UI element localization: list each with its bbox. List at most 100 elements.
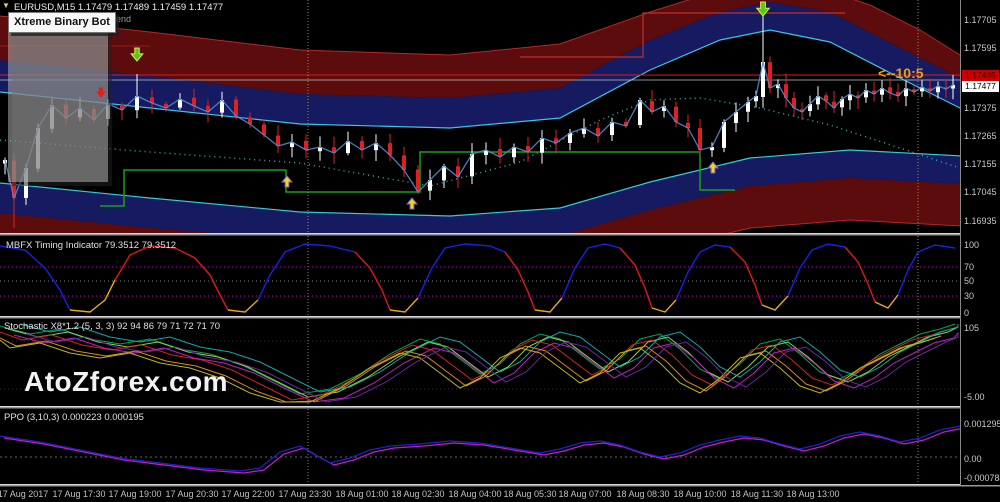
stochastic-indicator-panel[interactable] bbox=[0, 319, 1000, 406]
candle-body bbox=[824, 95, 828, 101]
ppo-main-line bbox=[0, 425, 986, 472]
candle-body bbox=[734, 112, 738, 123]
mbfx-curve-segment bbox=[844, 246, 876, 303]
candle-body bbox=[346, 141, 350, 154]
price-axis-label: 1.17045 bbox=[964, 187, 997, 197]
candle-body bbox=[710, 147, 714, 151]
mbfx-curve-segment bbox=[69, 279, 116, 313]
mbfx-curve-segment bbox=[417, 243, 506, 299]
stochastic-panel-title: Stochastic X8*1.2 (5, 3, 3) 92 94 86 79 … bbox=[4, 321, 221, 332]
symbol-ohlc-label: EURUSD,M15 1.17479 1.17489 1.17459 1.174… bbox=[14, 2, 224, 13]
panel-separator[interactable] bbox=[0, 484, 1000, 487]
stochastic-line bbox=[0, 335, 942, 403]
candle-body bbox=[920, 87, 924, 92]
ppo-signal-line bbox=[3, 427, 990, 474]
time-axis-label: 18 Aug 01:00 bbox=[335, 489, 389, 499]
candle-body bbox=[856, 95, 860, 98]
mbfx-curve-segment bbox=[389, 297, 419, 313]
candle-body bbox=[754, 96, 758, 102]
time-axis-label: 18 Aug 08:30 bbox=[616, 489, 670, 499]
time-axis-label: 18 Aug 04:00 bbox=[448, 489, 502, 499]
time-axis-label: 17 Aug 17:30 bbox=[52, 489, 106, 499]
mbfx-curve-segment bbox=[729, 246, 763, 306]
candle-body bbox=[150, 97, 154, 103]
time-axis-label: 18 Aug 11:30 bbox=[730, 489, 784, 499]
mbfx-curve-segment bbox=[354, 251, 391, 311]
candle-body bbox=[800, 109, 804, 112]
stochastic-line bbox=[25, 332, 959, 403]
candle-body bbox=[936, 86, 940, 93]
time-axis-label: 17 Aug 2017 bbox=[0, 489, 49, 499]
candle-body bbox=[912, 89, 916, 92]
ppo-scale-label: 0.001295 bbox=[964, 419, 1000, 429]
candle-body bbox=[650, 101, 654, 112]
main-price-chart[interactable] bbox=[0, 0, 1000, 233]
ppo-scale-label: -0.000784 bbox=[964, 473, 1000, 483]
candle-body bbox=[872, 90, 876, 94]
candle-body bbox=[192, 97, 196, 106]
candle-body bbox=[554, 138, 558, 143]
candle-body bbox=[864, 90, 868, 98]
candle-body bbox=[776, 84, 780, 89]
stochastic-scale-label: -5.00 bbox=[964, 392, 985, 402]
price-axis-label: 1.17595 bbox=[964, 43, 997, 53]
candle-body bbox=[120, 104, 124, 110]
candle-body bbox=[928, 88, 932, 91]
candle-body bbox=[896, 91, 900, 96]
ppo-panel-title: PPO (3,10,3) 0.000223 0.000195 bbox=[4, 412, 144, 423]
stochastic-line bbox=[0, 329, 948, 401]
candle-body bbox=[568, 133, 572, 143]
candle-body bbox=[220, 100, 224, 113]
ppo-indicator-panel[interactable] bbox=[0, 409, 1000, 484]
upper-band-edge-line bbox=[0, 0, 1000, 76]
candle-body bbox=[674, 106, 678, 122]
candle-body bbox=[624, 121, 628, 126]
mbfx-curve-segment bbox=[504, 251, 536, 311]
panel-separator[interactable] bbox=[0, 233, 1000, 236]
candle-body bbox=[582, 128, 586, 134]
mbfx-scale-label: 50 bbox=[964, 276, 975, 286]
candle-body bbox=[768, 62, 772, 88]
symbol-dropdown-icon[interactable]: ▼ bbox=[2, 1, 10, 10]
xtreme-binary-bot-label: Xtreme Binary Bot bbox=[8, 12, 116, 33]
candle-body bbox=[686, 122, 690, 128]
hidden-label-fragment: end bbox=[116, 14, 132, 24]
time-axis-label: 17 Aug 22:00 bbox=[221, 489, 275, 499]
mbfx-curve-segment bbox=[227, 299, 259, 313]
candle-body bbox=[428, 180, 432, 191]
candle-body bbox=[416, 169, 420, 192]
mbfx-indicator-panel[interactable] bbox=[0, 236, 1000, 316]
candle-body bbox=[662, 106, 666, 112]
candle-body bbox=[248, 117, 252, 124]
candle-body bbox=[290, 142, 294, 147]
up-arrow-signal-icon bbox=[706, 161, 720, 174]
panel-separator[interactable] bbox=[0, 406, 1000, 409]
stochastic-line bbox=[7, 326, 959, 398]
upper-cyan-line bbox=[0, 29, 1000, 129]
time-axis-label: 18 Aug 02:30 bbox=[391, 489, 445, 499]
candle-body bbox=[848, 94, 852, 101]
mbfx-scale-label: 70 bbox=[964, 262, 975, 272]
down-arrow-signal-icon bbox=[130, 47, 144, 62]
price-axis-label: 1.16935 bbox=[964, 216, 997, 226]
mbfx-curve-segment bbox=[0, 245, 71, 311]
candle-body bbox=[276, 135, 280, 146]
mbfx-panel-title: MBFX Timing Indicator 79.3512 79.3512 bbox=[6, 240, 177, 251]
candle-body bbox=[698, 128, 702, 150]
mbfx-curve-segment bbox=[114, 245, 229, 311]
mbfx-curve-segment bbox=[619, 247, 653, 309]
time-axis[interactable]: 17 Aug 2017 17 Aug 17:30 17 Aug 19:00 17 Au… bbox=[0, 487, 1000, 502]
down-arrow-signal-icon bbox=[95, 87, 107, 98]
center-dotted-line bbox=[0, 97, 961, 187]
price-axis-label: 1.17375 bbox=[964, 103, 997, 113]
atozforex-watermark: AtoZforex.com bbox=[24, 366, 229, 397]
price-axis[interactable]: 1.17705 1.17595 1.17375 1.17265 1.17155 1.170… bbox=[960, 0, 1000, 485]
candle-body bbox=[512, 147, 516, 158]
mbfx-curve-segment bbox=[534, 297, 563, 313]
candle-body bbox=[944, 87, 948, 89]
candle-body bbox=[262, 124, 266, 135]
candle-body bbox=[318, 147, 322, 152]
up-arrow-signal-icon bbox=[405, 197, 419, 210]
panel-separator[interactable] bbox=[0, 316, 1000, 319]
candle-body bbox=[840, 99, 844, 108]
